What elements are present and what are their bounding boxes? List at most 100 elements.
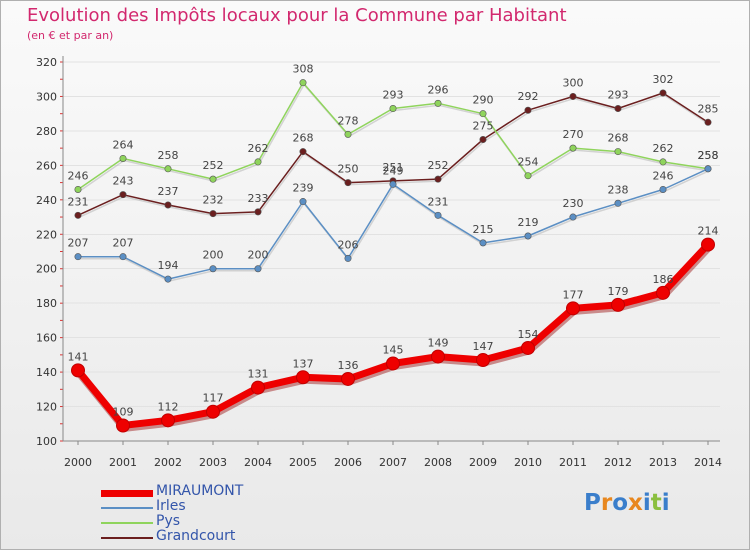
data-label: 258	[698, 149, 719, 162]
data-label: 109	[113, 405, 134, 418]
data-point	[161, 413, 175, 428]
data-label: 147	[473, 340, 494, 353]
data-label: 238	[608, 183, 629, 196]
data-point	[206, 404, 220, 419]
proxiti-logo: Proxiti	[584, 490, 670, 516]
data-label: 249	[383, 164, 404, 177]
data-label: 233	[248, 192, 269, 205]
data-point	[434, 99, 442, 107]
data-label: 252	[203, 159, 224, 172]
data-label: 149	[428, 337, 449, 350]
data-label: 262	[653, 142, 674, 155]
data-point	[254, 158, 262, 166]
legend-label: Irles	[156, 498, 186, 514]
data-point	[569, 144, 577, 152]
x-tick-label: 2004	[244, 456, 272, 469]
data-label: 207	[113, 237, 134, 250]
x-tick-label: 2002	[154, 456, 182, 469]
y-tick-label: 220	[36, 228, 57, 241]
data-point	[74, 185, 82, 193]
data-point	[341, 371, 355, 386]
data-point	[524, 106, 532, 114]
data-point	[704, 165, 712, 173]
data-point	[434, 175, 442, 183]
data-point	[569, 92, 577, 100]
data-label: 206	[338, 238, 359, 251]
x-tick-label: 2012	[604, 456, 632, 469]
data-label: 262	[248, 142, 269, 155]
data-point	[386, 356, 400, 371]
data-label: 293	[608, 89, 629, 102]
legend-swatch	[101, 522, 153, 524]
axes: 100 120 140 160 180 200 220 240 260 280 300 320 2000…	[36, 56, 722, 469]
logo-letter: P	[584, 490, 601, 516]
data-label: 154	[518, 328, 539, 341]
data-label: 254	[518, 156, 539, 169]
data-point	[119, 154, 127, 162]
data-label: 251	[383, 161, 404, 174]
legend-swatch	[101, 507, 153, 509]
data-point	[164, 201, 172, 209]
data-point	[344, 130, 352, 138]
grid-lines	[63, 61, 720, 442]
logo-letter: t	[650, 490, 662, 516]
data-label: 270	[563, 128, 584, 141]
data-label: 145	[383, 343, 404, 356]
legend-label: Grandcourt	[156, 528, 236, 544]
x-tick-label: 2005	[289, 456, 317, 469]
data-label: 293	[383, 89, 404, 102]
data-point	[611, 297, 625, 312]
data-point	[116, 418, 130, 433]
data-point	[164, 275, 172, 283]
x-tick-label: 2011	[559, 456, 587, 469]
data-label: 243	[113, 175, 134, 188]
logo-letter: i	[661, 490, 670, 516]
y-tick-label: 260	[36, 159, 57, 172]
x-tick-label: 2013	[649, 456, 677, 469]
data-label: 215	[473, 223, 494, 236]
data-point	[299, 148, 307, 156]
y-tick-label: 100	[36, 435, 57, 448]
x-tick-label: 2008	[424, 456, 452, 469]
x-tick-label: 2009	[469, 456, 497, 469]
data-label: 200	[203, 249, 224, 262]
data-point	[656, 285, 670, 300]
data-label: 179	[608, 285, 629, 298]
data-point	[389, 180, 397, 188]
data-point	[119, 253, 127, 261]
data-point	[476, 353, 490, 368]
data-point	[74, 211, 82, 219]
y-tick-label: 240	[36, 194, 57, 207]
data-label: 137	[293, 357, 314, 370]
legend-label: Pys	[156, 513, 181, 529]
data-point	[254, 265, 262, 273]
data-label: 230	[563, 197, 584, 210]
data-label: 300	[563, 76, 584, 89]
data-label: 250	[338, 163, 359, 176]
data-point	[299, 79, 307, 87]
y-tick-label: 280	[36, 125, 57, 138]
logo-letter: r	[600, 490, 613, 516]
data-label: 112	[158, 400, 179, 413]
data-label: 278	[338, 114, 359, 127]
data-label: 232	[203, 194, 224, 207]
data-point	[659, 158, 667, 166]
data-label: 231	[68, 195, 89, 208]
data-point	[614, 148, 622, 156]
data-label: 264	[113, 138, 134, 151]
data-point	[431, 349, 445, 364]
series-lines	[71, 79, 715, 433]
data-label: 194	[158, 259, 179, 272]
data-label: 239	[293, 182, 314, 195]
data-point	[344, 254, 352, 262]
y-tick-label: 160	[36, 332, 57, 345]
logo-letter: x	[628, 490, 643, 516]
x-tick-label: 2006	[334, 456, 362, 469]
logo-letter: i	[642, 490, 651, 516]
data-label: 258	[158, 149, 179, 162]
data-label: 268	[608, 132, 629, 145]
data-label: 117	[203, 392, 224, 405]
x-tick-label: 2010	[514, 456, 542, 469]
